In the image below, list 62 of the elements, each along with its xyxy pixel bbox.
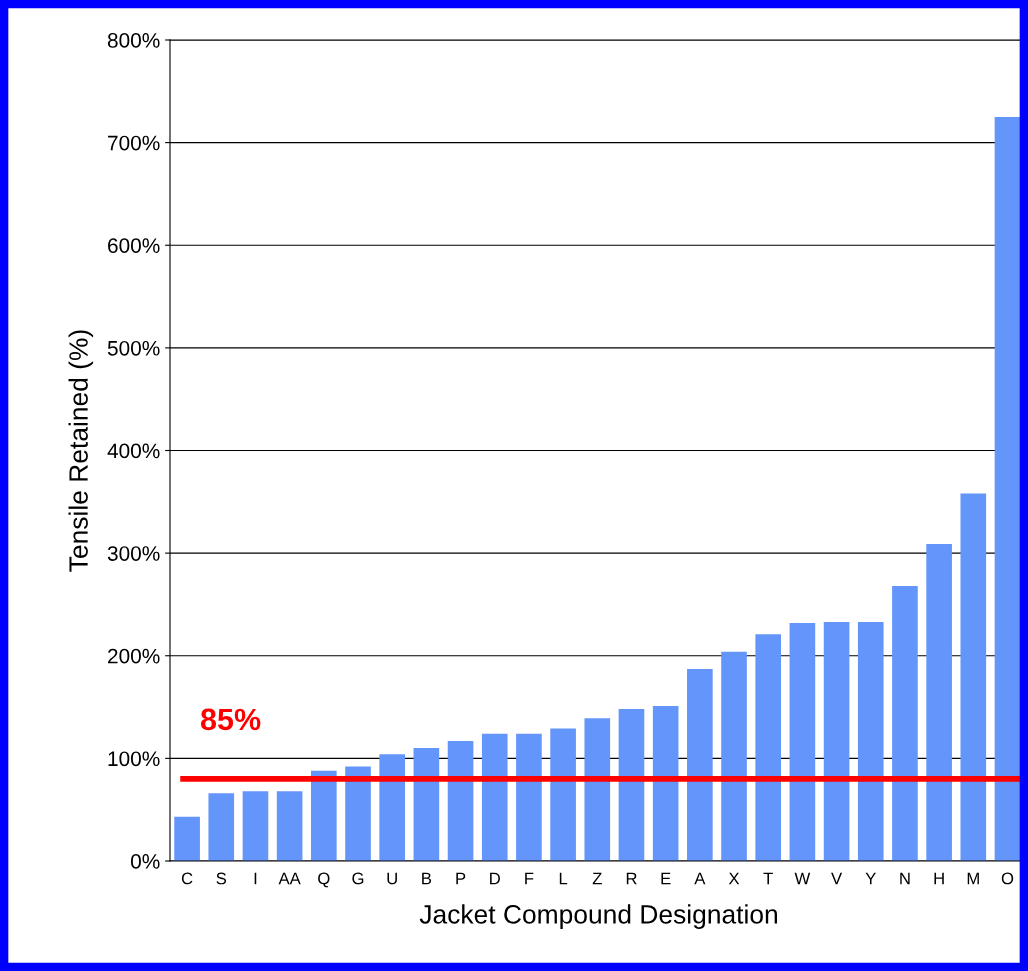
y-tick-label: 600%	[108, 238, 160, 253]
bar	[960, 493, 987, 861]
bar	[755, 634, 782, 861]
x-tick-label: R	[626, 872, 637, 885]
x-tick-label: B	[422, 872, 432, 885]
bar	[481, 733, 508, 861]
bar	[892, 585, 918, 861]
x-tick-label: F	[525, 872, 534, 885]
bar	[276, 791, 303, 861]
bar	[994, 116, 1021, 861]
bar	[174, 816, 200, 861]
x-tick-label: M	[967, 872, 979, 885]
y-tick-label: 800%	[107, 33, 160, 48]
bar	[345, 766, 371, 861]
bar	[311, 770, 337, 861]
x-tick-label: O	[1001, 872, 1014, 885]
x-tick-label: I	[254, 872, 257, 885]
bar	[721, 651, 747, 861]
x-tick-label: Y	[865, 872, 876, 885]
x-tick-label: D	[490, 872, 500, 885]
bar	[516, 733, 542, 861]
bar	[857, 621, 884, 861]
x-tick-label: E	[661, 872, 671, 885]
bar	[242, 791, 269, 861]
bar	[379, 754, 406, 861]
bar	[413, 748, 440, 861]
annotation: 85%	[200, 708, 261, 731]
bar	[823, 621, 850, 861]
x-axis-title: Jacket Compound Designation	[419, 904, 777, 929]
bar	[652, 706, 679, 861]
bar	[208, 793, 235, 861]
bar	[584, 718, 611, 861]
x-tick-label: H	[934, 872, 944, 885]
y-tick-label: 300%	[107, 546, 160, 561]
y-tick-label: 100%	[108, 751, 160, 767]
x-tick-label: A	[694, 872, 706, 885]
x-tick-label: P	[456, 872, 466, 885]
x-tick-label: C	[181, 872, 193, 885]
x-tick-label: T	[763, 872, 773, 885]
y-tick-label: 0%	[130, 854, 160, 869]
x-tick-label: G	[352, 872, 364, 885]
bar	[550, 728, 576, 861]
bar	[447, 740, 474, 861]
y-tick-label: 200%	[108, 648, 160, 664]
x-tick-label: U	[387, 872, 397, 885]
bar	[789, 622, 816, 861]
x-tick-label: Q	[318, 872, 330, 888]
y-axis-title: Tensile Retained (%)	[68, 330, 94, 572]
x-tick-label: N	[900, 872, 910, 885]
y-tick-label: 400%	[107, 443, 160, 459]
x-tick-label: X	[728, 872, 740, 885]
y-tick-label: 700%	[108, 135, 160, 151]
y-tick-label: 500%	[107, 340, 160, 356]
bar	[618, 709, 645, 861]
bar	[926, 543, 952, 861]
x-tick-label: S	[216, 872, 227, 885]
x-tick-label: W	[794, 872, 811, 885]
x-tick-label: AA	[278, 872, 301, 885]
x-tick-label: L	[559, 872, 568, 885]
x-tick-label: V	[831, 872, 843, 885]
x-tick-label: Z	[592, 872, 602, 885]
bar	[687, 669, 713, 861]
